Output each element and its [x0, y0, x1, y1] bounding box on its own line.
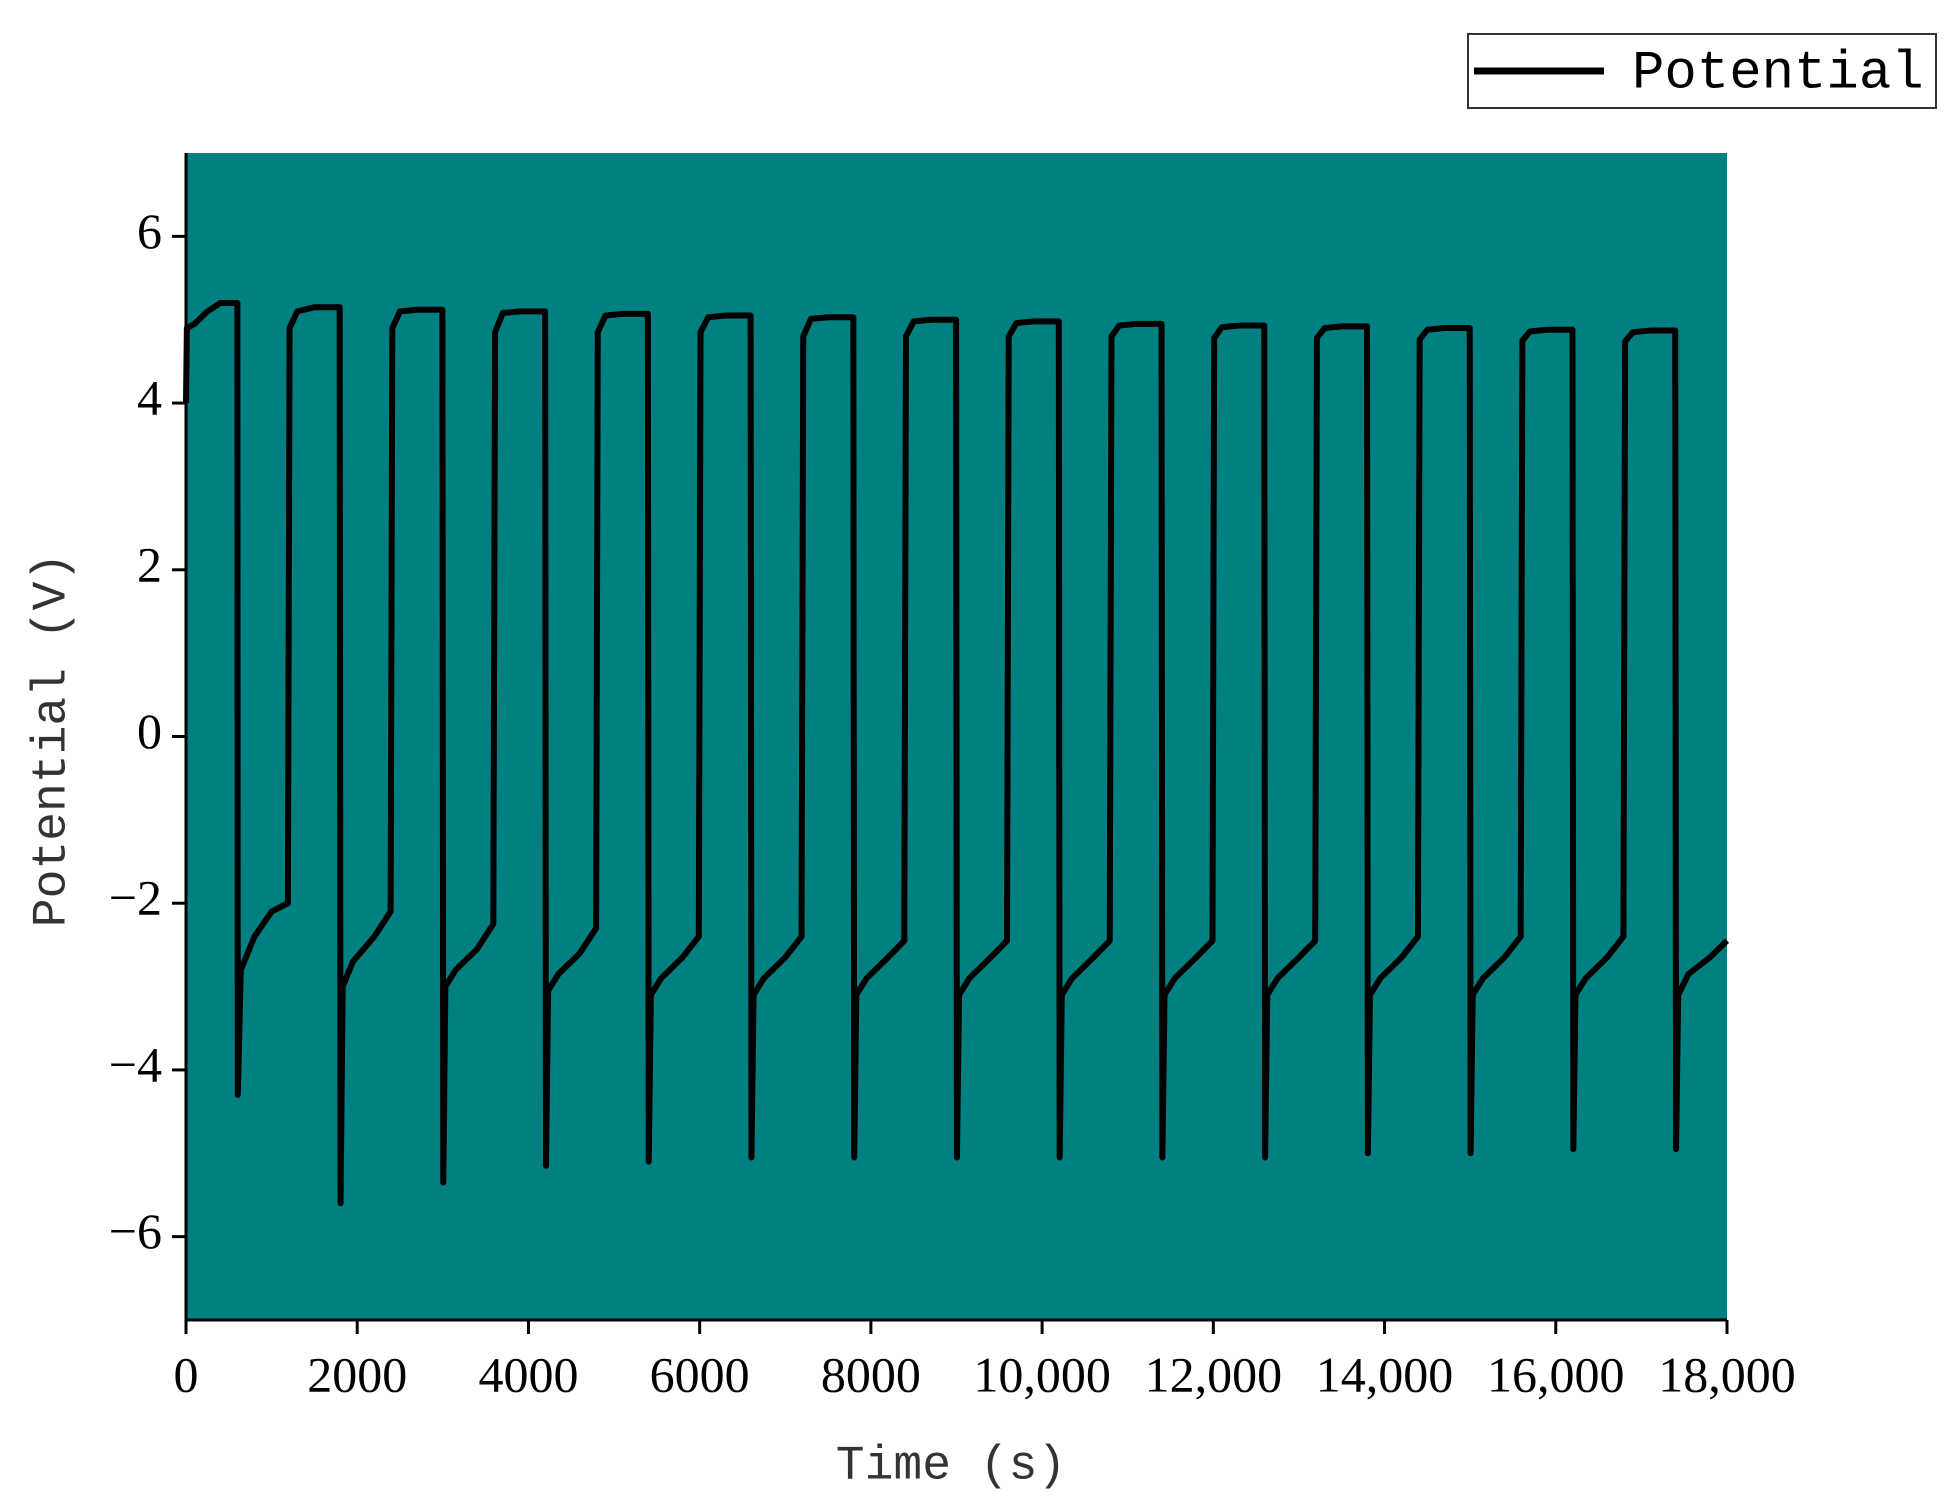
x-tick-label: 4000 [478, 1346, 578, 1402]
x-tick-label: 2000 [307, 1346, 407, 1402]
y-tick-label: −6 [109, 1203, 162, 1259]
y-tick-label: 2 [137, 536, 162, 592]
y-tick-label: 6 [137, 203, 162, 259]
y-tick-label: 4 [137, 370, 162, 426]
x-tick-label: 0 [174, 1346, 199, 1402]
data-line [183, 300, 1730, 1207]
x-tick-label: 8000 [821, 1346, 921, 1402]
x-tick-label: 6000 [650, 1346, 750, 1402]
x-tick-label: 14,000 [1316, 1346, 1454, 1402]
x-tick-label: 18,000 [1658, 1346, 1796, 1402]
x-tick-label: 16,000 [1487, 1346, 1625, 1402]
y-tick-label: −2 [109, 870, 162, 926]
y-axis-title: Potential (V) [26, 553, 80, 927]
x-axis-title: Time (s) [836, 1440, 1066, 1494]
legend-label: Potential [1632, 43, 1924, 104]
x-tick-label: 12,000 [1145, 1346, 1283, 1402]
y-tick-label: 0 [137, 703, 162, 759]
x-tick-label: 10,000 [973, 1346, 1111, 1402]
y-tick-label: −4 [109, 1036, 162, 1092]
